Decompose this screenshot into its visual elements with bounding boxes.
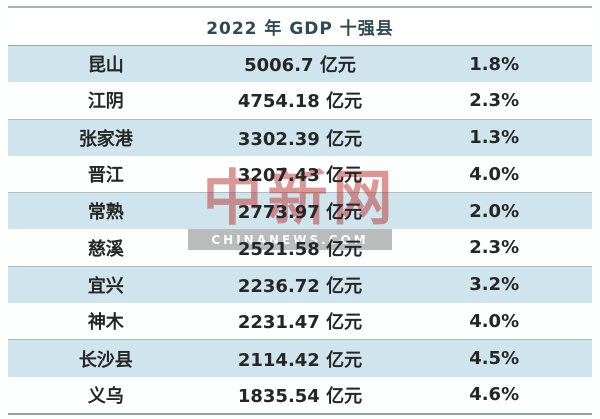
gdp-value-cell: 3302.39 亿元 bbox=[237, 128, 363, 150]
growth-rate-cell: 4.0% bbox=[469, 310, 520, 332]
growth-rate-cell: 4.6% bbox=[469, 384, 520, 406]
county-name-cell: 常熟 bbox=[87, 202, 124, 224]
table-body: 昆山 5006.7 亿元 1.8% 江阴 4754.18 亿元 2.3% 张家港… bbox=[8, 46, 592, 413]
growth-rate-cell: 1.8% bbox=[469, 53, 520, 75]
table-row: 常熟 2773.97 亿元 2.0% bbox=[8, 192, 592, 230]
table-row: 神木 2231.47 亿元 4.0% bbox=[8, 303, 592, 339]
gdp-value-cell: 4754.18 亿元 bbox=[237, 91, 363, 113]
county-name-cell: 宜兴 bbox=[87, 275, 124, 297]
growth-rate-cell: 4.0% bbox=[469, 163, 520, 185]
table-row: 昆山 5006.7 亿元 1.8% bbox=[8, 46, 592, 83]
table-row: 义乌 1835.54 亿元 4.6% bbox=[8, 377, 592, 413]
gdp-value-cell: 2114.42 亿元 bbox=[237, 349, 363, 371]
growth-rate-cell: 3.2% bbox=[469, 274, 520, 296]
county-name-cell: 慈溪 bbox=[87, 238, 124, 260]
county-name-cell: 江阴 bbox=[87, 91, 124, 113]
table-title: 2022 年 GDP 十强县 bbox=[8, 6, 592, 46]
gdp-value-cell: 2773.97 亿元 bbox=[237, 202, 363, 224]
growth-rate-cell: 2.3% bbox=[469, 237, 520, 259]
county-name-cell: 神木 bbox=[87, 312, 124, 334]
county-name-cell: 昆山 bbox=[87, 55, 124, 77]
gdp-value-cell: 2231.47 亿元 bbox=[237, 312, 363, 334]
gdp-value-cell: 5006.7 亿元 bbox=[244, 55, 356, 77]
county-name-cell: 晋江 bbox=[87, 165, 124, 187]
gdp-value-cell: 2236.72 亿元 bbox=[237, 275, 363, 297]
table-row: 长沙县 2114.42 亿元 4.5% bbox=[8, 339, 592, 377]
table-row: 宜兴 2236.72 亿元 3.2% bbox=[8, 265, 592, 304]
table-row: 慈溪 2521.58 亿元 2.3% bbox=[8, 229, 592, 265]
table-row: 江阴 4754.18 亿元 2.3% bbox=[8, 82, 592, 118]
growth-rate-cell: 4.5% bbox=[469, 348, 520, 370]
table-row: 晋江 3207.43 亿元 4.0% bbox=[8, 156, 592, 192]
county-name-cell: 义乌 bbox=[87, 385, 124, 407]
gdp-value-cell: 3207.43 亿元 bbox=[237, 165, 363, 187]
growth-rate-cell: 2.0% bbox=[469, 200, 520, 222]
gdp-top10-table: 2022 年 GDP 十强县 昆山 5006.7 亿元 1.8% 江阴 4754… bbox=[8, 6, 592, 415]
county-name-cell: 张家港 bbox=[78, 128, 133, 150]
table-row: 张家港 3302.39 亿元 1.3% bbox=[8, 118, 592, 156]
gdp-value-cell: 2521.58 亿元 bbox=[237, 238, 363, 260]
gdp-value-cell: 1835.54 亿元 bbox=[237, 385, 363, 407]
county-name-cell: 长沙县 bbox=[78, 349, 133, 371]
growth-rate-cell: 1.3% bbox=[469, 127, 520, 149]
growth-rate-cell: 2.3% bbox=[469, 89, 520, 111]
